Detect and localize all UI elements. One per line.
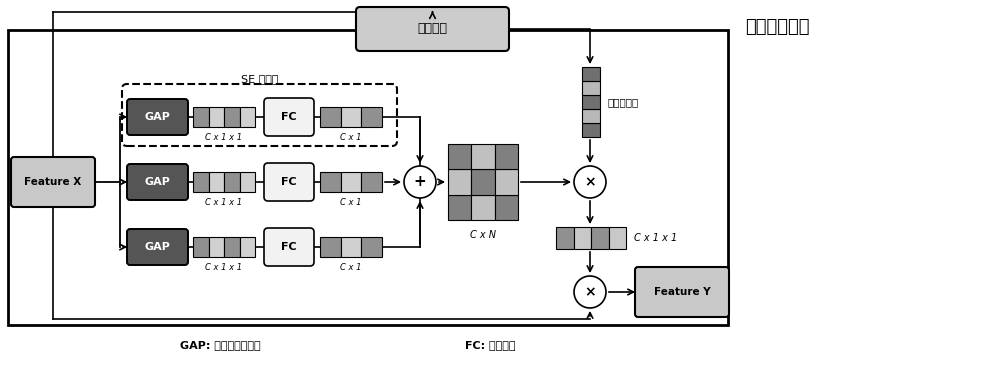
Bar — [341, 172, 361, 192]
Text: C x 1 x 1: C x 1 x 1 — [634, 233, 677, 243]
Text: 域适配器模块: 域适配器模块 — [745, 18, 810, 36]
Bar — [471, 144, 495, 169]
Bar — [471, 169, 495, 195]
Text: 域注意力: 域注意力 — [418, 22, 448, 36]
Bar — [8, 30, 728, 325]
Text: C x 1: C x 1 — [340, 263, 362, 272]
Circle shape — [574, 276, 606, 308]
Bar — [582, 95, 600, 109]
Bar — [208, 172, 224, 192]
Bar — [320, 107, 341, 127]
Bar — [193, 172, 208, 192]
Text: C x 1: C x 1 — [340, 198, 362, 207]
FancyBboxPatch shape — [11, 157, 95, 207]
Bar — [574, 227, 591, 249]
FancyBboxPatch shape — [127, 164, 188, 200]
FancyBboxPatch shape — [264, 228, 314, 266]
Text: FC: FC — [281, 177, 297, 187]
Bar — [224, 237, 240, 257]
Text: C x 1 x 1: C x 1 x 1 — [205, 263, 243, 272]
Bar — [471, 195, 495, 220]
Bar — [193, 237, 208, 257]
Text: C x 1: C x 1 — [340, 133, 362, 142]
Bar — [240, 237, 255, 257]
Text: FC: FC — [281, 112, 297, 122]
Bar — [582, 67, 600, 81]
Bar — [495, 195, 518, 220]
Text: C x 1 x 1: C x 1 x 1 — [205, 133, 243, 142]
Bar — [495, 144, 518, 169]
Bar — [608, 227, 626, 249]
Circle shape — [574, 166, 606, 198]
Bar — [361, 237, 382, 257]
Text: GAP: GAP — [145, 177, 170, 187]
Bar — [448, 169, 471, 195]
Bar — [361, 172, 382, 192]
Text: FC: FC — [281, 242, 297, 252]
Text: ×: × — [584, 175, 596, 189]
Text: ×: × — [584, 285, 596, 299]
Text: GAP: GAP — [145, 112, 170, 122]
Bar — [240, 172, 255, 192]
Bar — [341, 107, 361, 127]
Text: Feature X: Feature X — [24, 177, 82, 187]
Bar — [556, 227, 574, 249]
Text: C x 1 x 1: C x 1 x 1 — [205, 198, 243, 207]
Bar — [320, 172, 341, 192]
Text: GAP: 全局平均池化层: GAP: 全局平均池化层 — [180, 340, 260, 350]
Bar — [240, 107, 255, 127]
Bar — [582, 109, 600, 123]
Text: Feature Y: Feature Y — [654, 287, 710, 297]
Bar — [495, 169, 518, 195]
Circle shape — [404, 166, 436, 198]
Text: FC: 全连接层: FC: 全连接层 — [465, 340, 515, 350]
Bar — [582, 123, 600, 137]
Bar — [341, 237, 361, 257]
FancyBboxPatch shape — [356, 7, 509, 51]
Bar — [208, 237, 224, 257]
Text: 域权重矩阵: 域权重矩阵 — [608, 97, 639, 107]
Bar — [448, 195, 471, 220]
Text: SE 适配器: SE 适配器 — [241, 74, 278, 84]
Bar — [320, 237, 341, 257]
FancyBboxPatch shape — [264, 98, 314, 136]
Bar — [193, 107, 208, 127]
Bar — [591, 227, 608, 249]
Text: GAP: GAP — [145, 242, 170, 252]
FancyBboxPatch shape — [127, 99, 188, 135]
Text: C x N: C x N — [470, 230, 496, 240]
Bar — [224, 107, 240, 127]
Bar — [208, 107, 224, 127]
Bar — [224, 172, 240, 192]
FancyBboxPatch shape — [127, 229, 188, 265]
Bar — [361, 107, 382, 127]
Bar — [448, 144, 471, 169]
Text: +: + — [414, 174, 426, 189]
FancyBboxPatch shape — [264, 163, 314, 201]
Bar — [582, 81, 600, 95]
FancyBboxPatch shape — [635, 267, 729, 317]
